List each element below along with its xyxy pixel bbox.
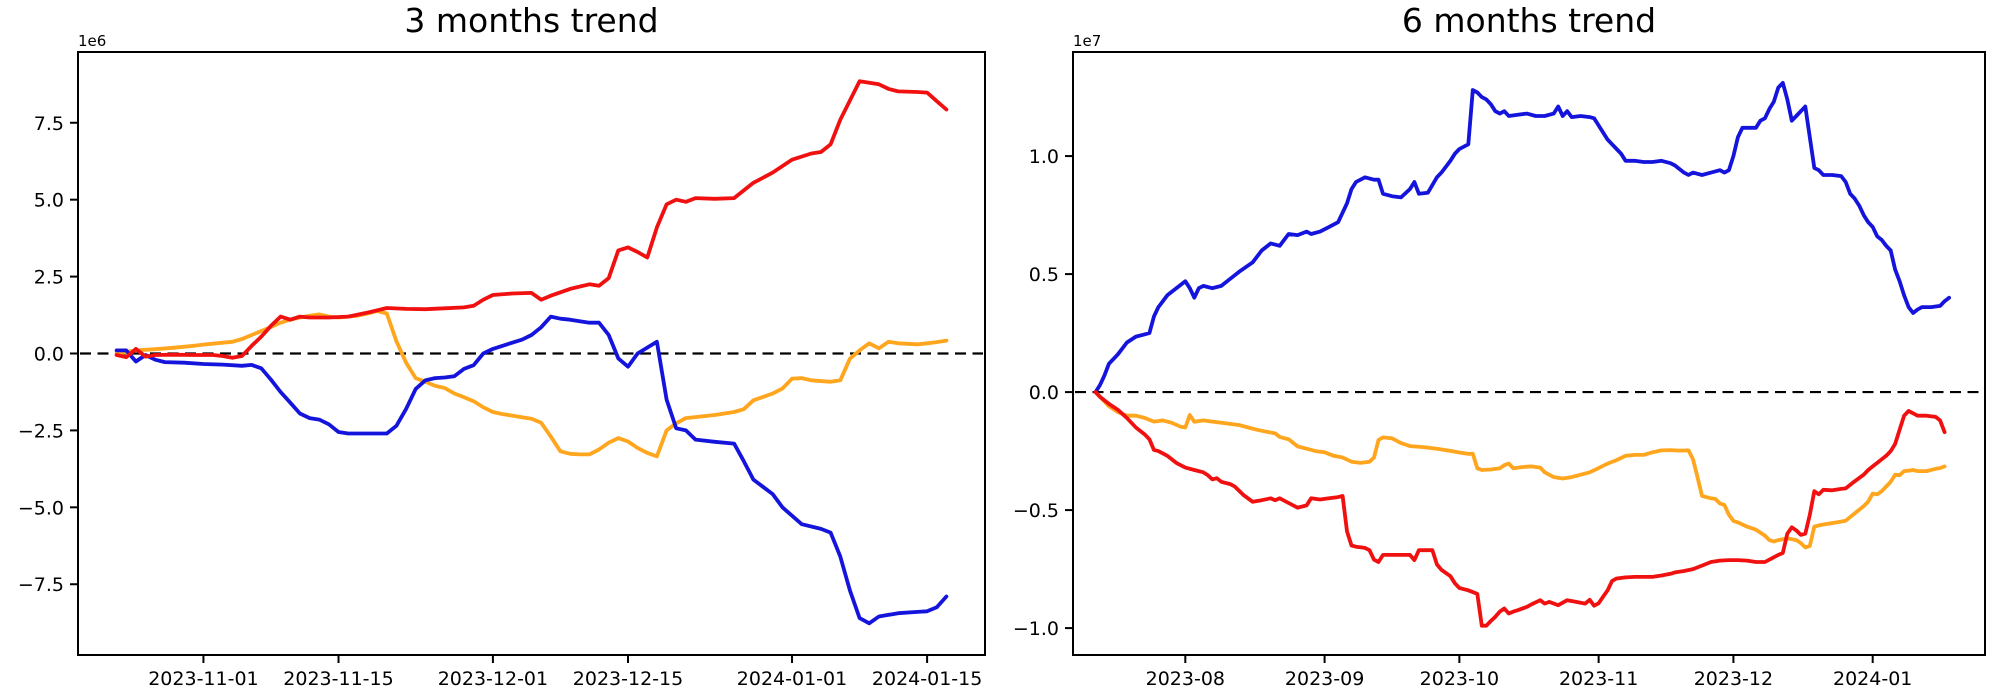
x-tick-label: 2023-08 bbox=[1146, 668, 1225, 690]
chart-6-months-trend: 6 months trend 1e7 1.0 0.5 0.0 −0.5 −1.0 2023… bbox=[1000, 0, 2000, 700]
y-tick-label: 7.5 bbox=[34, 113, 64, 135]
x-tick-label: 2024-01-15 bbox=[872, 668, 982, 690]
blue-line bbox=[114, 314, 949, 626]
x-tick-label: 2024-01 bbox=[1833, 668, 1912, 690]
y-tick-label: 1.0 bbox=[1029, 146, 1059, 168]
plot-border bbox=[1072, 51, 1986, 656]
x-tick-label: 2023-12-15 bbox=[573, 668, 683, 690]
chart-title-3-months: 3 months trend bbox=[404, 1, 659, 40]
y-tick-label: −1.0 bbox=[1013, 618, 1059, 640]
red-line bbox=[1093, 390, 1947, 628]
plot-area-6-months: 1.0 0.5 0.0 −0.5 −1.0 2023-08 2023-09 2023-10 20… bbox=[1013, 51, 1986, 690]
y-tick-label: −0.5 bbox=[1013, 500, 1059, 522]
x-tick-label: 2023-12 bbox=[1694, 668, 1773, 690]
x-tick-label: 2023-12-01 bbox=[438, 668, 548, 690]
red-line bbox=[114, 79, 949, 360]
orange-line bbox=[114, 309, 949, 459]
chart-3-months-trend: 3 months trend 1e6 7.5 5.0 2.5 0.0 −2.5 −5.0 −… bbox=[18, 1, 986, 690]
y-tick-label: 0.0 bbox=[34, 344, 64, 366]
y-axis-offset-label-1e6: 1e6 bbox=[78, 32, 107, 50]
y-tick-label: 0.5 bbox=[1029, 264, 1059, 286]
chart-title-6-months: 6 months trend bbox=[1401, 1, 1657, 40]
y-tick-label: 2.5 bbox=[34, 267, 64, 289]
x-tick-label: 2023-11-01 bbox=[148, 668, 258, 690]
x-tick-label: 2024-01-01 bbox=[737, 668, 847, 690]
orange-line bbox=[1093, 390, 1947, 550]
plot-area-3-months: 7.5 5.0 2.5 0.0 −2.5 −5.0 −7.5 2023-11-01 2023-1… bbox=[18, 51, 986, 690]
x-tick-label: 2023-11 bbox=[1559, 668, 1638, 690]
y-tick-label: −7.5 bbox=[18, 574, 64, 596]
x-tick-label: 2023-11-15 bbox=[283, 668, 393, 690]
y-tick-label: −5.0 bbox=[18, 497, 64, 519]
y-tick-label: 0.0 bbox=[1029, 382, 1059, 404]
blue-line bbox=[1093, 81, 1951, 395]
y-tick-label: −2.5 bbox=[18, 420, 64, 442]
x-tick-label: 2023-10 bbox=[1420, 668, 1499, 690]
y-tick-label: 5.0 bbox=[34, 190, 64, 212]
x-tick-label: 2023-09 bbox=[1285, 668, 1364, 690]
y-axis-offset-label-1e7: 1e7 bbox=[1073, 32, 1102, 50]
